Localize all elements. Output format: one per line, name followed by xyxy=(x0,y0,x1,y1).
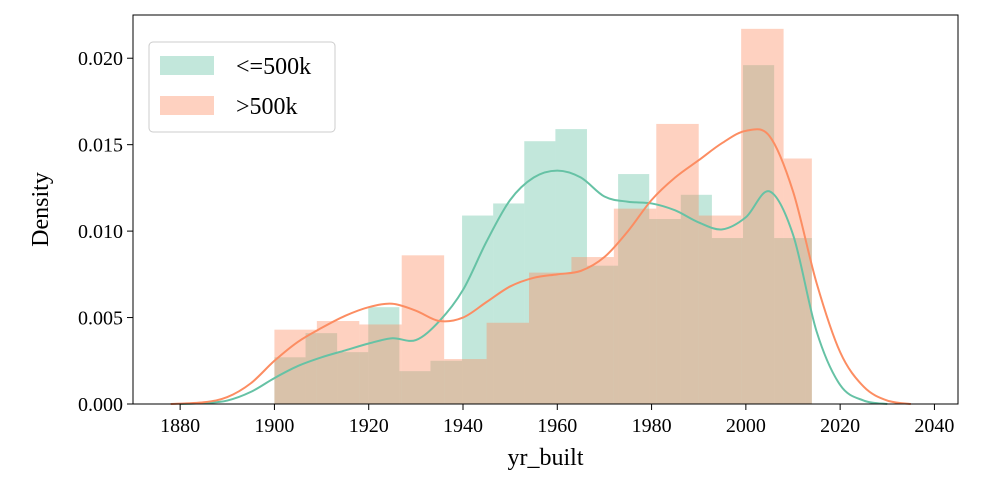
hist-bar-le500k-5 xyxy=(430,360,463,404)
x-tick-label-2040: 2040 xyxy=(914,415,954,437)
hist-bar-le500k-6 xyxy=(462,215,494,404)
y-tick-label-4: 0.020 xyxy=(78,48,123,70)
y-tick-label-3: 0.015 xyxy=(78,135,123,157)
hist-bar-gt500k-7 xyxy=(571,257,614,404)
kde-layer xyxy=(170,128,912,405)
hist-bar-gt500k-9 xyxy=(656,123,699,405)
x-tick-label-1900: 1900 xyxy=(254,415,294,437)
hist-bar-le500k-2 xyxy=(337,352,369,404)
hist-bar-le500k-10 xyxy=(586,265,619,404)
hist-bar-le500k-3 xyxy=(368,307,400,404)
x-tick-label-1920: 1920 xyxy=(349,415,389,437)
hist-bar-le500k-7 xyxy=(493,203,525,404)
x-tick-label-1960: 1960 xyxy=(537,415,577,437)
x-axis: 1880 1900 1920 1940 1960 1980 2000 2020 2040 xyxy=(160,404,954,437)
hist-bar-le500k-1 xyxy=(305,333,338,404)
legend-swatch-le500k xyxy=(160,56,214,75)
x-tick-label-2000: 2000 xyxy=(726,415,766,437)
legend-label-gt500k: >500k xyxy=(236,94,298,120)
hist-bar-gt500k-3 xyxy=(401,255,445,404)
x-tick-label-2020: 2020 xyxy=(820,415,860,437)
hist-bar-le500k-17 xyxy=(805,238,812,404)
legend-label-le500k: <=500k xyxy=(236,54,311,80)
hist-bar-gt500k-6 xyxy=(529,272,572,404)
x-tick-label-1940: 1940 xyxy=(443,415,483,437)
y-axis-title: Density xyxy=(28,172,54,247)
hist-bar-gt500k-12 xyxy=(783,158,812,404)
hist-bar-le500k-11 xyxy=(618,174,650,404)
hist-bar-le500k-13 xyxy=(680,194,712,404)
hist-bar-gt500k-11 xyxy=(741,28,784,404)
hist-bar-gt500k-1 xyxy=(316,321,360,404)
kde-line-gt500k xyxy=(170,128,912,405)
plot-frame xyxy=(132,14,959,405)
legend-box xyxy=(148,41,336,133)
hist-bar-gt500k-4 xyxy=(444,359,487,404)
histogram-layer xyxy=(274,28,812,405)
hist-bar-le500k-12 xyxy=(649,219,681,404)
hist-bar-le500k-4 xyxy=(399,371,431,404)
kde-line-le500k xyxy=(180,169,888,405)
y-axis: 0.000 0.005 0.010 0.015 0.020 xyxy=(78,48,133,416)
legend-swatch-gt500k xyxy=(160,96,214,115)
hist-bar-le500k-15 xyxy=(743,65,775,404)
y-tick-label-2: 0.010 xyxy=(78,221,123,243)
hist-bar-le500k-9 xyxy=(555,129,587,404)
x-axis-title: yr_built xyxy=(508,445,584,471)
hist-bar-gt500k-8 xyxy=(613,208,657,404)
hist-bar-le500k-14 xyxy=(711,238,744,404)
y-tick-label-0: 0.000 xyxy=(78,394,123,416)
x-tick-label-1880: 1880 xyxy=(160,415,200,437)
hist-bar-gt500k-2 xyxy=(359,324,402,404)
y-tick-label-1: 0.005 xyxy=(78,308,123,330)
x-tick-label-1980: 1980 xyxy=(632,415,672,437)
hist-bar-le500k-8 xyxy=(524,141,556,404)
hist-bar-gt500k-10 xyxy=(698,215,742,404)
hist-bar-gt500k-5 xyxy=(486,322,529,404)
legend: <=500k >500k xyxy=(148,41,336,133)
